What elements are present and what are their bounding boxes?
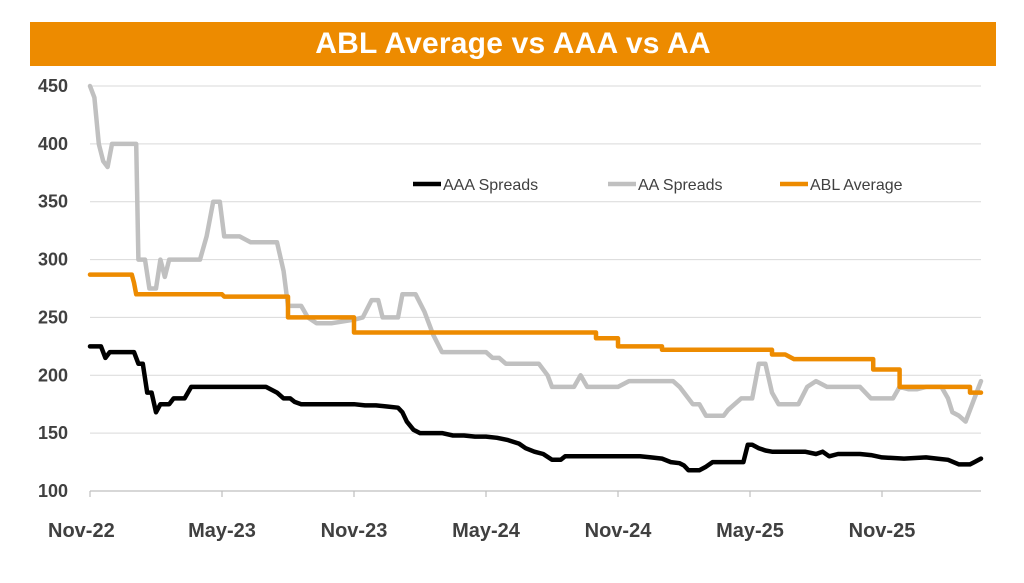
y-tick-label: 200 [38, 365, 68, 385]
y-tick-label: 250 [38, 307, 68, 327]
chart-title: ABL Average vs AAA vs AA [315, 27, 711, 60]
x-tick-label: May-25 [716, 520, 784, 542]
gridlines [90, 85, 981, 434]
series-line-aa-spreads [87, 83, 984, 424]
x-tick-label: Nov-24 [585, 520, 653, 542]
y-tick-label: 100 [38, 481, 68, 501]
y-tick-label: 350 [38, 192, 68, 212]
y-tick-label: 150 [38, 423, 68, 443]
series-line-abl-average [87, 272, 984, 395]
legend-label: AAA Spreads [443, 177, 538, 194]
x-tick-label: Nov-25 [849, 520, 916, 542]
x-tick-label: Nov-22 [48, 520, 115, 542]
series-line-aaa-spreads [87, 344, 984, 473]
legend-label: AA Spreads [638, 177, 723, 194]
legend: AAA Spreads AA Spreads ABL Average [413, 177, 903, 194]
y-tick-label: 450 [38, 76, 68, 96]
x-tick-label: May-23 [188, 520, 256, 542]
legend-label: ABL Average [810, 177, 903, 194]
axes: 100 150 200 250 300 350 400 450 Nov-22 May-23 Nov-… [38, 76, 981, 542]
y-tick-label: 400 [38, 134, 68, 154]
x-tick-label: Nov-23 [321, 520, 388, 542]
series-lines [87, 83, 984, 473]
chart-title-bar: ABL Average vs AAA vs AA [30, 22, 996, 66]
y-tick-label: 300 [38, 250, 68, 270]
x-tick-label: May-24 [452, 520, 521, 542]
